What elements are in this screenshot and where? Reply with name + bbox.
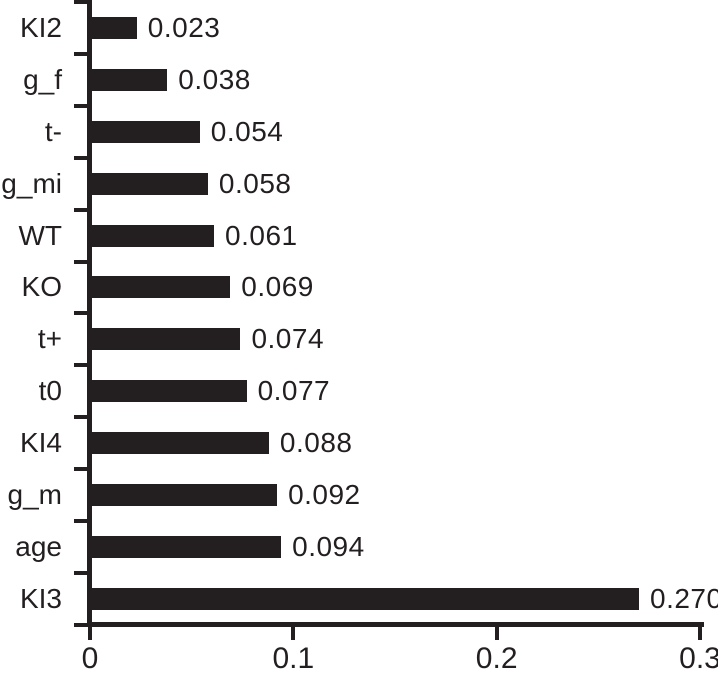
bar [92, 68, 168, 91]
category-label: age [15, 530, 62, 562]
x-axis-tick [698, 627, 702, 640]
bar [92, 432, 269, 455]
y-axis-tick [74, 622, 88, 627]
value-label: 0.054 [210, 115, 284, 147]
bar [92, 172, 208, 195]
category-label: t+ [37, 323, 62, 355]
value-label: 0.074 [251, 323, 325, 355]
bar [92, 120, 200, 143]
x-axis-tick-label: 0.2 [475, 642, 518, 675]
category-label: KO [21, 271, 62, 303]
y-axis-tick [74, 311, 88, 316]
x-axis-tick-label: 0.1 [272, 642, 315, 675]
y-axis-tick [74, 51, 88, 56]
x-axis-tick-label: 0 [81, 642, 99, 675]
value-label: 0.069 [241, 271, 314, 303]
y-axis-tick [74, 0, 88, 4]
bar [92, 16, 137, 39]
x-axis-line [87, 622, 704, 627]
category-label: g_mi [1, 167, 62, 199]
bar [92, 276, 231, 299]
y-axis-tick [74, 207, 88, 212]
x-axis-tick [291, 627, 296, 640]
x-axis-tick [88, 627, 92, 640]
category-label: KI4 [19, 427, 62, 459]
bar [92, 380, 247, 403]
y-axis-tick [74, 415, 88, 420]
y-axis-line [87, 0, 92, 627]
category-label: t- [44, 115, 62, 147]
y-axis-tick [74, 155, 88, 160]
category-label: WT [18, 219, 62, 251]
y-axis-tick [74, 467, 88, 472]
value-label: 0.270 [650, 582, 718, 614]
value-label: 0.092 [288, 479, 361, 511]
bar [92, 587, 639, 610]
value-label: 0.023 [147, 11, 221, 43]
category-label: t0 [38, 375, 62, 407]
bar [92, 535, 282, 558]
bar [92, 224, 215, 247]
value-label: 0.077 [257, 375, 331, 407]
x-axis-tick [494, 627, 499, 640]
category-label: KI2 [19, 11, 62, 43]
category-label: g_f [23, 63, 62, 95]
value-label: 0.038 [178, 63, 251, 95]
y-axis-tick [74, 103, 88, 108]
value-label: 0.094 [292, 530, 365, 562]
category-label: g_m [7, 479, 62, 511]
y-axis-tick [74, 519, 88, 523]
bar [92, 484, 278, 507]
value-label: 0.058 [218, 167, 292, 199]
x-axis-tick-label: 0.3 [679, 642, 718, 675]
value-label: 0.061 [225, 219, 298, 251]
category-label: KI3 [19, 582, 62, 614]
y-axis-tick [74, 259, 88, 264]
value-label: 0.088 [279, 427, 353, 459]
y-axis-tick [74, 363, 88, 368]
y-axis-tick [74, 570, 88, 575]
bar [92, 328, 241, 351]
